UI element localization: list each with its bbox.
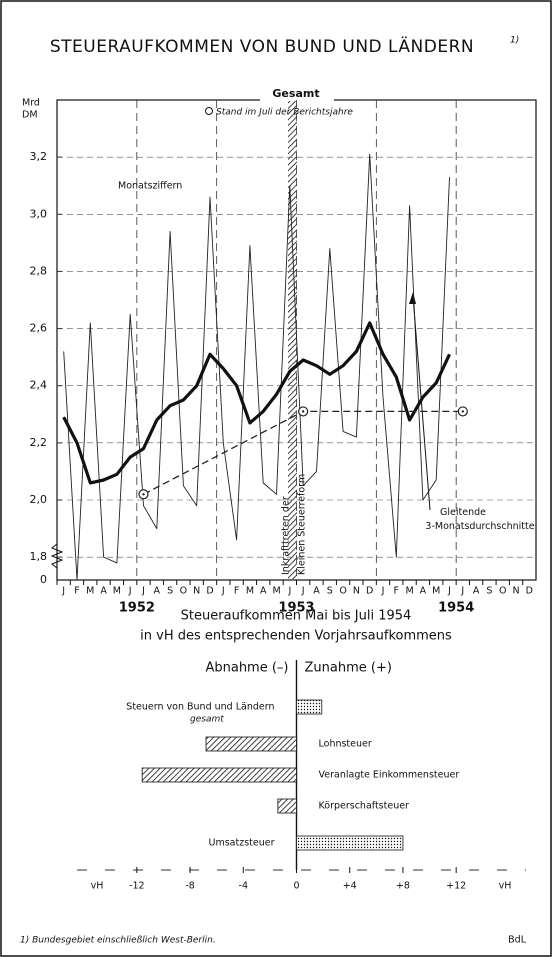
x-tick-label: D xyxy=(206,586,213,597)
x-tick-label: O xyxy=(499,586,506,597)
x-tick-label: J xyxy=(141,586,145,597)
series-line xyxy=(63,153,450,581)
chart-subtitle: in vH des entsprechenden Vorjahrsaufkomm… xyxy=(140,629,452,644)
series-line xyxy=(62,321,451,485)
x-tick-label: M xyxy=(86,586,94,597)
x-tick-label: A xyxy=(260,586,267,597)
category-label: Steuern von Bund und Ländern xyxy=(126,702,274,713)
x-tick-label: J xyxy=(381,586,385,597)
bar xyxy=(205,736,297,752)
x-unit: vH xyxy=(499,881,512,892)
y-unit: Mrd xyxy=(22,98,40,109)
x-tick-label: A xyxy=(473,586,480,597)
y-tick-label: 3,2 xyxy=(30,150,48,163)
source: BdL xyxy=(508,935,527,946)
y-tick-label: 2,6 xyxy=(30,322,48,335)
x-tick-label: N xyxy=(193,586,200,597)
header: Zunahme (+) xyxy=(305,661,392,676)
x-tick-label: M xyxy=(246,586,254,597)
marker-dot xyxy=(301,410,305,413)
bar xyxy=(277,798,297,814)
y-tick-label: 1,8 xyxy=(30,550,48,563)
axis-break xyxy=(50,543,64,569)
x-tick-label: +4 xyxy=(343,881,357,892)
x-tick-label: -8 xyxy=(185,881,194,892)
annotation: Inkrafttreten der xyxy=(281,496,292,575)
x-tick-label: A xyxy=(420,586,427,597)
y-tick-label: 2,2 xyxy=(30,436,48,449)
x-tick-label: +12 xyxy=(446,881,466,892)
header-bg xyxy=(260,86,334,102)
category-sublabel: gesamt xyxy=(190,715,224,725)
arrow-head xyxy=(409,292,416,304)
x-tick-label: J xyxy=(221,586,225,597)
chart-title: Steueraufkommen Mai bis Juli 1954 xyxy=(181,609,412,624)
marker-dot xyxy=(142,493,145,496)
x-tick-label: S xyxy=(167,586,173,597)
x-tick-label: O xyxy=(339,586,346,597)
chart-title: STEUERAUFKOMMEN VON BUND UND LÄNDERN xyxy=(50,36,474,57)
x-tick-label: O xyxy=(180,586,187,597)
x-tick-label: S xyxy=(327,586,333,597)
category-label: Umsatzsteuer xyxy=(209,838,275,849)
x-tick-label: J xyxy=(447,586,451,597)
series-label: Monatsziffern xyxy=(118,181,182,192)
marker-dot xyxy=(461,410,465,413)
x-tick-label: F xyxy=(74,586,79,597)
y-tick-label: 0 xyxy=(40,573,47,586)
x-tick-label: A xyxy=(154,586,161,597)
header: Abnahme (–) xyxy=(205,661,288,676)
y-unit: DM xyxy=(22,110,38,121)
y-tick-label: 2,0 xyxy=(30,493,48,506)
x-tick-label: N xyxy=(353,586,360,597)
y-tick-label: 3,0 xyxy=(30,207,48,220)
y-tick-label: 2,8 xyxy=(30,264,48,277)
header: Gesamt xyxy=(272,87,319,100)
x-tick-label: F xyxy=(234,586,239,597)
x-tick-label: J xyxy=(61,586,65,597)
x-tick-label: M xyxy=(272,586,280,597)
x-tick-label: M xyxy=(432,586,440,597)
x-tick-label: -12 xyxy=(129,881,145,892)
x-tick-label: M xyxy=(113,586,121,597)
x-tick-label: J xyxy=(287,586,291,597)
legend-marker xyxy=(205,107,213,115)
footnote: 1) Bundesgebiet einschließlich West-Berl… xyxy=(20,936,216,946)
x-tick-label: A xyxy=(100,586,107,597)
category-label: Körperschaftsteuer xyxy=(319,801,410,812)
x-tick-label: +8 xyxy=(396,881,410,892)
x-tick-label: D xyxy=(526,586,533,597)
annotation: Kleinen Steuerreform xyxy=(297,474,308,575)
category-label: Veranlagte Einkommensteuer xyxy=(319,770,460,781)
y-tick-label: 2,4 xyxy=(30,379,48,392)
year-label: 1952 xyxy=(119,601,155,616)
x-tick-label: M xyxy=(405,586,413,597)
x-tick-label: -4 xyxy=(239,881,248,892)
x-tick-label: A xyxy=(313,586,320,597)
x-tick-label: J xyxy=(301,586,305,597)
x-tick-label: J xyxy=(128,586,132,597)
x-tick-label: J xyxy=(460,586,464,597)
year-label: 1954 xyxy=(438,601,474,616)
bar xyxy=(141,767,297,783)
year-label: 1953 xyxy=(278,601,314,616)
series-label: Stand im Juli der Berichtsjahre xyxy=(216,108,353,118)
series-label: Gleitende 3-Monatsdurchschnitte xyxy=(425,507,534,532)
x-tick-label: 0 xyxy=(293,881,299,892)
x-tick-label: F xyxy=(394,586,399,597)
x-tick-label: N xyxy=(512,586,519,597)
arrow xyxy=(412,295,431,511)
bar xyxy=(296,699,323,715)
x-tick-label: S xyxy=(486,586,492,597)
category-label: Lohnsteuer xyxy=(319,739,372,750)
x-tick-label: D xyxy=(366,586,373,597)
x-unit: vH xyxy=(91,881,104,892)
title-note: 1) xyxy=(510,36,519,46)
reform-band xyxy=(288,101,297,579)
bar xyxy=(296,835,404,851)
